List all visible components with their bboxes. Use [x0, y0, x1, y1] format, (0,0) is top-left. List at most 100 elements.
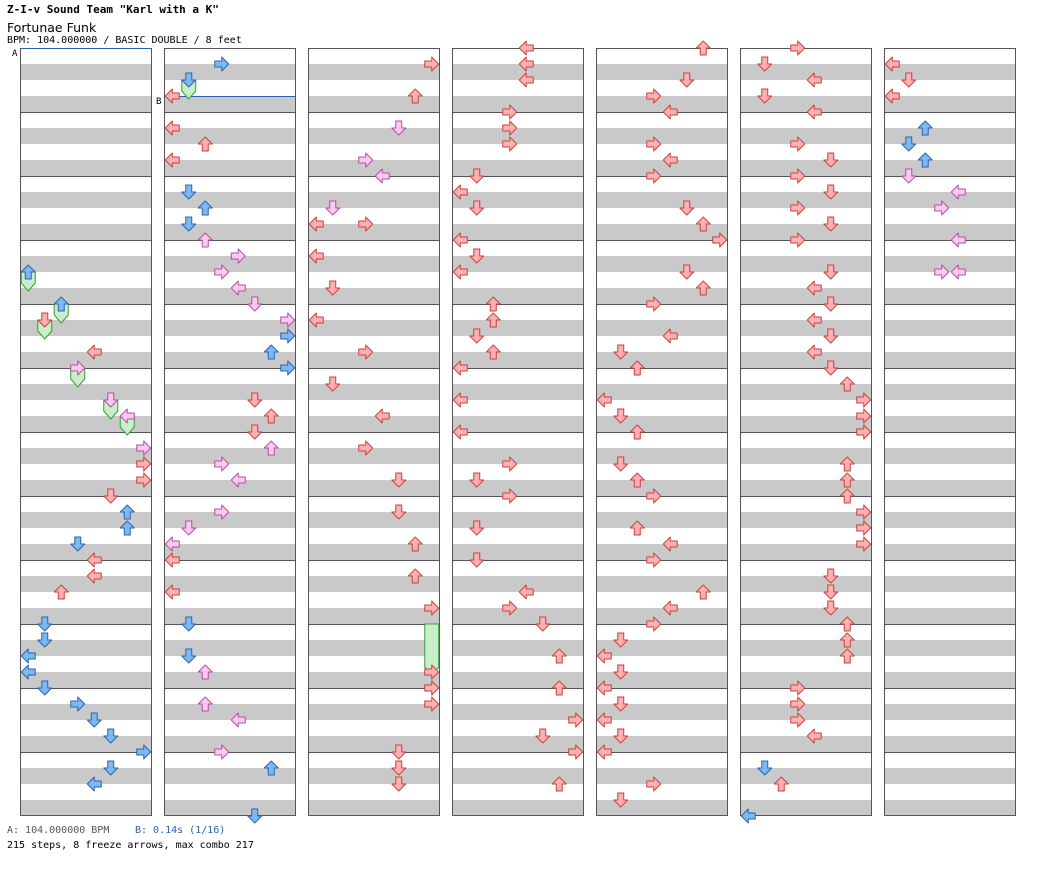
beat-stripe: [164, 672, 296, 688]
step-arrow-up: [197, 232, 213, 248]
step-arrow-right: [214, 456, 230, 472]
beat-stripe: [884, 224, 1016, 240]
step-arrow-right: [790, 680, 806, 696]
step-arrow-right: [712, 232, 728, 248]
beat-stripe: [308, 64, 440, 80]
step-arrow-up: [263, 440, 279, 456]
beat-stripe: [452, 512, 584, 528]
step-arrow-left: [86, 568, 102, 584]
beat-stripe: [452, 352, 584, 368]
beat-stripe: [20, 192, 152, 208]
beat-stripe: [596, 512, 728, 528]
step-arrow-right: [136, 440, 152, 456]
beat-stripe: [20, 544, 152, 560]
step-arrow-down: [469, 552, 485, 568]
beat-stripe: [452, 64, 584, 80]
step-arrow-right: [230, 248, 246, 264]
step-arrow-down: [103, 728, 119, 744]
step-arrow-left: [806, 344, 822, 360]
beat-stripe: [164, 736, 296, 752]
beat-stripe: [596, 288, 728, 304]
beat-stripe: [596, 544, 728, 560]
step-arrow-left: [308, 216, 324, 232]
step-arrow-right: [856, 520, 872, 536]
step-arrow-left: [806, 72, 822, 88]
beat-stripe: [20, 320, 152, 336]
step-arrow-down: [823, 184, 839, 200]
step-arrow-left: [884, 88, 900, 104]
step-arrow-left: [230, 472, 246, 488]
step-arrow-down: [86, 712, 102, 728]
beat-stripe: [20, 128, 152, 144]
step-arrow-right: [790, 712, 806, 728]
step-arrow-down: [823, 216, 839, 232]
beat-stripe: [596, 96, 728, 112]
beat-stripe: [20, 96, 152, 112]
beat-stripe: [740, 384, 872, 400]
step-arrow-left: [950, 184, 966, 200]
step-arrow-up: [485, 296, 501, 312]
step-arrow-down: [757, 88, 773, 104]
beat-stripe: [164, 480, 296, 496]
beat-stripe: [740, 544, 872, 560]
step-arrow-left: [119, 408, 135, 424]
step-arrow-right: [214, 264, 230, 280]
chart-title: Fortunae Funk: [7, 20, 97, 35]
step-arrow-left: [518, 56, 534, 72]
step-arrow-down: [823, 152, 839, 168]
beat-stripe: [20, 768, 152, 784]
beat-stripe: [740, 256, 872, 272]
beat-stripe: [20, 640, 152, 656]
step-arrow-right: [502, 104, 518, 120]
beat-stripe: [308, 256, 440, 272]
beat-stripe: [20, 480, 152, 496]
beat-stripe: [740, 128, 872, 144]
step-arrow-left: [518, 72, 534, 88]
step-arrow-right: [136, 456, 152, 472]
step-arrow-down: [391, 744, 407, 760]
beat-stripe: [452, 800, 584, 816]
beat-stripe: [884, 192, 1016, 208]
step-arrow-down: [901, 168, 917, 184]
beat-stripe: [308, 544, 440, 560]
step-arrow-left: [164, 584, 180, 600]
step-arrow-up: [551, 648, 567, 664]
beat-stripe: [884, 800, 1016, 816]
marker-label-B: B: [156, 97, 161, 107]
step-arrow-left: [662, 600, 678, 616]
step-arrow-left: [164, 552, 180, 568]
stop-legend: B: 0.14s (1/16): [135, 825, 226, 836]
step-arrow-down: [823, 360, 839, 376]
beat-stripe: [452, 256, 584, 272]
step-arrow-right: [70, 696, 86, 712]
step-arrow-down: [613, 696, 629, 712]
step-arrow-right: [424, 696, 440, 712]
step-arrow-up: [839, 488, 855, 504]
beat-stripe: [740, 704, 872, 720]
step-arrow-down: [37, 680, 53, 696]
beat-stripe: [164, 192, 296, 208]
step-arrow-up: [695, 40, 711, 56]
step-arrow-right: [646, 296, 662, 312]
beat-stripe: [164, 320, 296, 336]
step-arrow-up: [917, 120, 933, 136]
beat-stripe: [596, 192, 728, 208]
step-arrow-left: [452, 264, 468, 280]
step-arrow-right: [214, 744, 230, 760]
step-arrow-up: [407, 536, 423, 552]
beat-stripe: [308, 288, 440, 304]
column-border: [164, 48, 296, 816]
step-arrow-right: [502, 456, 518, 472]
step-arrow-down: [469, 248, 485, 264]
beat-stripe: [20, 224, 152, 240]
beat-stripe: [20, 736, 152, 752]
step-arrow-left: [86, 344, 102, 360]
beat-stripe: [596, 768, 728, 784]
beat-stripe: [452, 576, 584, 592]
step-arrow-left: [164, 536, 180, 552]
beat-stripe: [740, 800, 872, 816]
step-arrow-down: [181, 216, 197, 232]
step-arrow-left: [806, 104, 822, 120]
step-arrow-down: [679, 200, 695, 216]
beat-stripe: [740, 192, 872, 208]
